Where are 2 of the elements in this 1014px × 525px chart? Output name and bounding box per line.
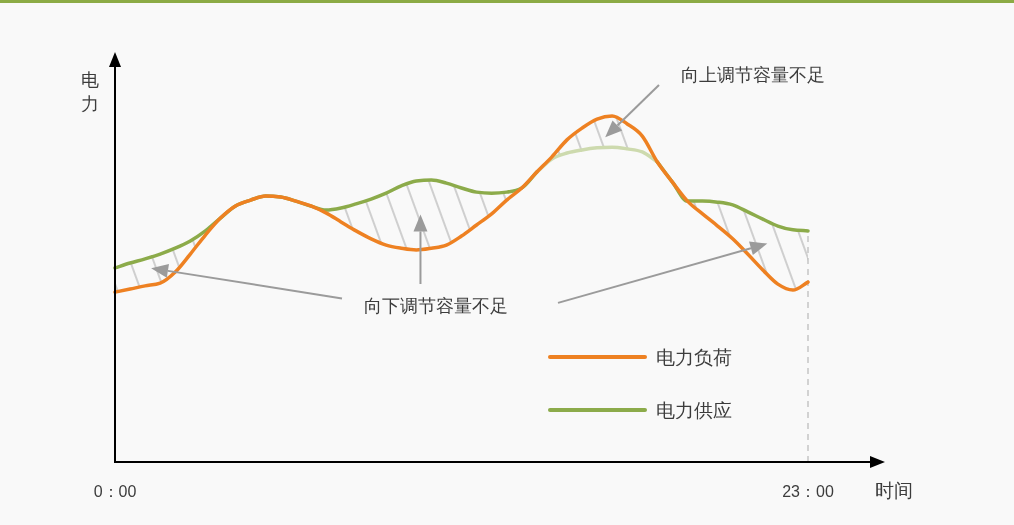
- annotation: 向上调节容量不足: [681, 65, 825, 85]
- annotation: 向下调节容量不足: [364, 296, 508, 316]
